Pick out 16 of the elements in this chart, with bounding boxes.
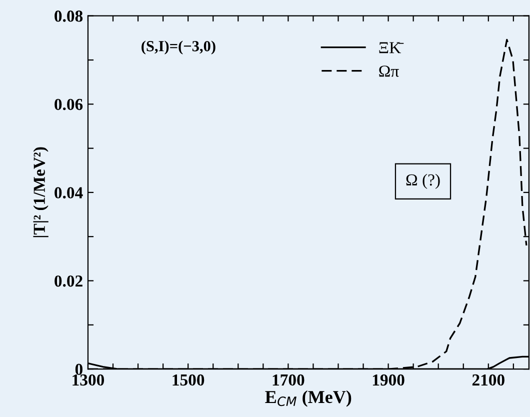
x-tick-label: 1700 <box>272 374 304 386</box>
y-tick-label: 0.06 <box>54 98 83 110</box>
y-axis-title: |T|² (1/MeV²) <box>33 147 48 238</box>
y-tick-label: 0 <box>75 364 82 375</box>
x-axis-title: E$_{CM}$ (MeV) <box>265 390 352 407</box>
annotation: Ω (?) <box>406 174 440 189</box>
x-tick-label: 1300 <box>72 374 104 386</box>
legend-label: Ωπ <box>379 66 399 77</box>
y-tick-label: 0.04 <box>54 187 83 198</box>
y-tick-label: 0.08 <box>54 10 83 22</box>
annotation: (S,I)=(−3,0) <box>142 40 216 54</box>
x-tick-label: 2100 <box>472 374 504 386</box>
x-tick-label: 1500 <box>172 374 204 386</box>
y-tick-label: 0.02 <box>54 275 82 287</box>
legend-label: ΞK̄ <box>379 42 404 54</box>
x-tick-label: 1900 <box>372 374 404 386</box>
